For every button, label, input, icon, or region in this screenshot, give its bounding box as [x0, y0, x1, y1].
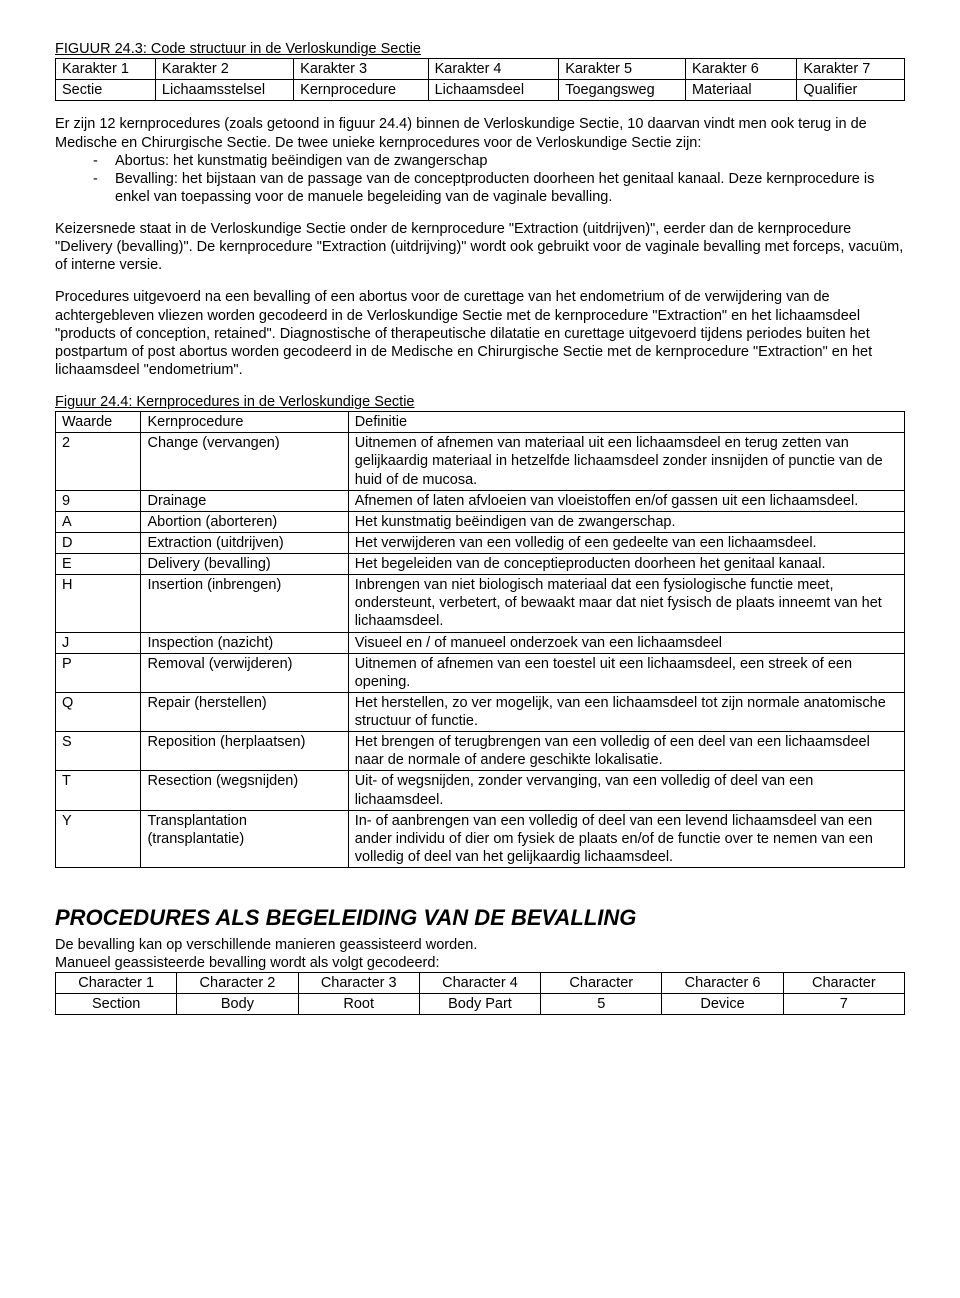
t2-cell: T: [56, 771, 141, 810]
t2-cell: Insertion (inbrengen): [141, 575, 348, 632]
t1-h4: Karakter 5: [559, 59, 686, 80]
t3-r1-1: Character 2: [177, 972, 298, 993]
section-heading: PROCEDURES ALS BEGELEIDING VAN DE BEVALL…: [55, 904, 905, 932]
t3-r1-6: Character: [783, 972, 904, 993]
t3-r2-5: Device: [662, 993, 783, 1014]
figure-24-3-title: FIGUUR 24.3: Code structuur in de Verlos…: [55, 40, 905, 58]
t1-r6: Qualifier: [797, 80, 905, 101]
t2-cell: Het begeleiden van de conceptieproducten…: [348, 554, 904, 575]
t2-cell: Transplantation (transplantatie): [141, 810, 348, 867]
t2-cell: Reposition (herplaatsen): [141, 732, 348, 771]
t2-cell: Extraction (uitdrijven): [141, 532, 348, 553]
t2-cell: In- of aanbrengen van een volledig of de…: [348, 810, 904, 867]
t2-cell: A: [56, 511, 141, 532]
t2-cell: Het brengen of terugbrengen van een voll…: [348, 732, 904, 771]
t2-cell: 9: [56, 490, 141, 511]
t2-cell: P: [56, 653, 141, 692]
t3-r2-2: Root: [298, 993, 419, 1014]
para-keizersnede: Keizersnede staat in de Verloskundige Se…: [55, 220, 905, 274]
t2-head-2: Definitie: [348, 412, 904, 433]
t1-h2: Karakter 3: [294, 59, 428, 80]
t2-cell: Afnemen of laten afvloeien van vloeistof…: [348, 490, 904, 511]
t3-r2-4: 5: [541, 993, 662, 1014]
t1-r2: Kernprocedure: [294, 80, 428, 101]
t1-r5: Materiaal: [685, 80, 796, 101]
t1-h5: Karakter 6: [685, 59, 796, 80]
t2-cell: Het herstellen, zo ver mogelijk, van een…: [348, 692, 904, 731]
t1-r3: Lichaamsdeel: [428, 80, 559, 101]
figure-24-4-title: Figuur 24.4: Kernprocedures in de Verlos…: [55, 393, 905, 411]
t2-cell: Uit- of wegsnijden, zonder vervanging, v…: [348, 771, 904, 810]
t3-r2-3: Body Part: [419, 993, 540, 1014]
t2-cell: H: [56, 575, 141, 632]
t2-cell: Abortion (aborteren): [141, 511, 348, 532]
t2-cell: Q: [56, 692, 141, 731]
t3-r1-3: Character 4: [419, 972, 540, 993]
t2-cell: S: [56, 732, 141, 771]
t2-cell: Change (vervangen): [141, 433, 348, 490]
t3-r2-6: 7: [783, 993, 904, 1014]
bullet-bevalling: Bevalling: het bijstaan van de passage v…: [115, 170, 905, 206]
t3-r1-0: Character 1: [56, 972, 177, 993]
t3-r1-5: Character 6: [662, 972, 783, 993]
t2-cell: Removal (verwijderen): [141, 653, 348, 692]
para-bevalling-intro1: De bevalling kan op verschillende manier…: [55, 936, 905, 954]
t2-cell: Inbrengen van niet biologisch materiaal …: [348, 575, 904, 632]
t2-cell: Het verwijderen van een volledig of een …: [348, 532, 904, 553]
character-table: Character 1 Character 2 Character 3 Char…: [55, 972, 905, 1015]
t3-r2-1: Body: [177, 993, 298, 1014]
t2-cell: Repair (herstellen): [141, 692, 348, 731]
t2-cell: Visueel en / of manueel onderzoek van ee…: [348, 632, 904, 653]
para-procedures: Procedures uitgevoerd na een bevalling o…: [55, 288, 905, 379]
bullet-abortus: Abortus: het kunstmatig beëindigen van d…: [115, 152, 487, 170]
t2-cell: 2: [56, 433, 141, 490]
t2-cell: Y: [56, 810, 141, 867]
dash-icon: -: [93, 152, 115, 170]
code-structure-table: Karakter 1 Karakter 2 Karakter 3 Karakte…: [55, 58, 905, 101]
t3-r1-4: Character: [541, 972, 662, 993]
t1-r0: Sectie: [56, 80, 156, 101]
t2-head-0: Waarde: [56, 412, 141, 433]
t3-r2-0: Section: [56, 993, 177, 1014]
t2-cell: D: [56, 532, 141, 553]
para-intro: Er zijn 12 kernprocedures (zoals getoond…: [55, 115, 905, 151]
t1-h1: Karakter 2: [155, 59, 293, 80]
t2-cell: Drainage: [141, 490, 348, 511]
t1-r4: Toegangsweg: [559, 80, 686, 101]
t2-cell: E: [56, 554, 141, 575]
t1-h3: Karakter 4: [428, 59, 559, 80]
t2-cell: Het kunstmatig beëindigen van de zwanger…: [348, 511, 904, 532]
dash-icon: -: [93, 170, 115, 206]
t2-cell: Inspection (nazicht): [141, 632, 348, 653]
t3-r1-2: Character 3: [298, 972, 419, 993]
t2-cell: Uitnemen of afnemen van materiaal uit ee…: [348, 433, 904, 490]
para-bevalling-intro2: Manueel geassisteerde bevalling wordt al…: [55, 954, 905, 972]
t1-h0: Karakter 1: [56, 59, 156, 80]
t2-cell: Uitnemen of afnemen van een toestel uit …: [348, 653, 904, 692]
t2-cell: J: [56, 632, 141, 653]
t2-cell: Delivery (bevalling): [141, 554, 348, 575]
kernprocedures-table: Waarde Kernprocedure Definitie 2Change (…: [55, 411, 905, 868]
bullet-list: -Abortus: het kunstmatig beëindigen van …: [93, 152, 905, 206]
t1-h6: Karakter 7: [797, 59, 905, 80]
t2-cell: Resection (wegsnijden): [141, 771, 348, 810]
t1-r1: Lichaamsstelsel: [155, 80, 293, 101]
t2-head-1: Kernprocedure: [141, 412, 348, 433]
